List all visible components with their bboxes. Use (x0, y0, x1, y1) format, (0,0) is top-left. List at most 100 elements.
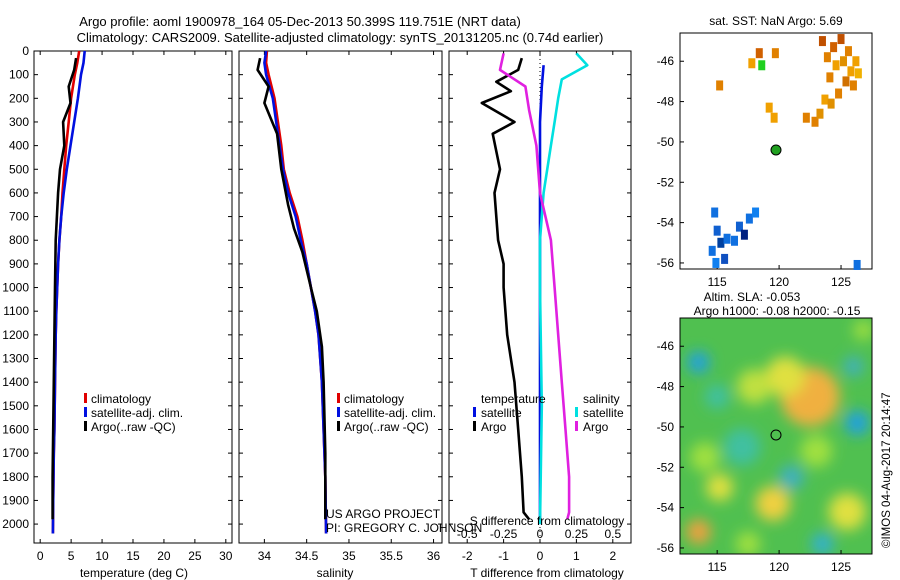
sst-profile-marker (770, 144, 782, 156)
legend-label-t-argo: Argo (481, 420, 507, 434)
legend-swatch-satellite-adj (84, 407, 87, 417)
depth-tick-label: 500 (9, 162, 29, 176)
map-x-tick-label: 125 (831, 560, 851, 574)
sst-cell (853, 259, 861, 270)
x-tick-label: 1 (573, 549, 580, 563)
legend-swatch-climatology (84, 393, 87, 403)
depth-tick-label: 1100 (3, 304, 29, 318)
depth-tick-label: 900 (9, 257, 29, 271)
sla-anomaly (736, 369, 772, 404)
sst-map-cells (708, 34, 862, 270)
sla-anomaly (800, 435, 833, 468)
x-tick-label: -2 (462, 549, 473, 563)
difference-x-axis-top: -0.5 -0.25 0 0.25 0.5 (457, 527, 622, 541)
depth-tick-label: 300 (9, 115, 29, 129)
sst-cell (816, 108, 824, 119)
legend-swatch-climatology (337, 393, 340, 403)
sla-anomaly (844, 410, 870, 436)
sla-anomaly (765, 356, 806, 397)
series-line-argo (498, 53, 571, 520)
map-y-tick-label: -50 (657, 420, 675, 434)
profile-depth-ticks (34, 50, 631, 525)
sst-cell (849, 80, 857, 91)
depth-tick-label: 1400 (2, 375, 29, 389)
depth-tick-label: 600 (9, 186, 29, 200)
depth-tick-label: 1000 (2, 281, 29, 295)
legend-swatch-s-argo (575, 421, 578, 431)
sst-cell (716, 80, 724, 91)
figure-title-line1: Argo profile: aoml 1900978_164 05-Dec-20… (79, 14, 521, 29)
series-line-argo (480, 57, 531, 521)
legend-label-argo: Argo(..raw -QC) (91, 420, 176, 434)
sla-anomaly (779, 464, 804, 490)
depth-tick-label: 1600 (2, 422, 29, 436)
sst-cell (758, 60, 766, 71)
map-x-tick-label: 120 (769, 275, 789, 289)
temperature-series (51, 50, 86, 534)
x-tick-label: 10 (95, 549, 109, 563)
legend-swatch-s-satellite (575, 407, 578, 417)
sst-cell (854, 68, 862, 79)
map-y-tick-label: -54 (657, 216, 675, 230)
legend-header-temperature: temperature (481, 392, 546, 406)
sst-cell (823, 52, 831, 63)
legend-label-satellite-adj: satellite-adj. clim. (91, 406, 183, 420)
legend-swatch-argo (337, 421, 340, 431)
depth-tick-label: 100 (9, 68, 29, 82)
difference-x-label: T difference from climatology (470, 566, 624, 580)
project-pi: PI: GREGORY C. JOHNSON (326, 521, 482, 535)
depth-tick-label: 0 (22, 44, 29, 58)
salinity-series (256, 50, 328, 534)
project-name: US ARGO PROJECT (326, 507, 441, 521)
depth-tick-label: 400 (9, 139, 29, 153)
sst-cell (713, 225, 721, 236)
sst-cell (735, 221, 743, 232)
sst-cell (821, 94, 829, 105)
sla-anomaly (686, 519, 711, 545)
legend-label-argo: Argo(..raw -QC) (344, 420, 429, 434)
legend-swatch-t-satellite (473, 407, 476, 417)
sla-anomaly (828, 493, 866, 531)
map-y-tick-label: -48 (657, 95, 675, 109)
depth-tick-label: 200 (9, 91, 29, 105)
sla-anomaly (723, 428, 761, 466)
depth-tick-label: 1200 (2, 328, 29, 342)
sst-cell (826, 72, 834, 83)
map-x-tick-label: 125 (831, 275, 851, 289)
legend-label-s-satellite: satellite (583, 406, 624, 420)
legend-header-salinity: salinity (583, 392, 620, 406)
map-x-tick-label: 120 (769, 560, 789, 574)
legend-swatch-satellite-adj (337, 407, 340, 417)
depth-tick-label: 1500 (2, 399, 29, 413)
x-tick-label: 25 (188, 549, 202, 563)
sla-anomaly (687, 351, 710, 374)
series-line-satellite-adj-clim (263, 50, 328, 534)
x-tick-label: 34 (258, 549, 272, 563)
sla-map-frame (679, 317, 873, 555)
x-top-tick-label: 0.5 (604, 527, 621, 541)
x-tick-label: 0 (537, 549, 544, 563)
legend-label-t-satellite: satellite (481, 406, 522, 420)
series-line-argo-raw-qc (256, 57, 327, 520)
depth-tick-label: 2000 (2, 517, 29, 531)
salinity-x-label: salinity (317, 566, 354, 580)
x-tick-label: 34.5 (295, 549, 319, 563)
x-top-tick-label: -0.25 (490, 527, 518, 541)
sst-cell (752, 207, 760, 218)
temperature-legend: climatology satellite-adj. clim. Argo(..… (84, 392, 183, 434)
difference-legend: temperature salinity satellite Argo sate… (473, 392, 624, 434)
temperature-x-axis: 0 5 10 15 20 25 30 (37, 51, 233, 563)
x-top-tick-label: -0.5 (457, 527, 478, 541)
legend-label-climatology: climatology (91, 392, 151, 406)
sla-anomaly (704, 384, 730, 410)
sst-cell (835, 88, 843, 99)
depth-tick-label: 1700 (2, 446, 29, 460)
difference-series (480, 52, 589, 525)
map-y-tick-label: -46 (657, 54, 675, 68)
sst-cell (708, 245, 716, 256)
sla-anomaly (853, 320, 872, 341)
depth-tick-label: 800 (9, 233, 29, 247)
depth-tick-label: 700 (9, 210, 29, 224)
sst-cell (811, 116, 819, 127)
legend-swatch-argo (84, 421, 87, 431)
